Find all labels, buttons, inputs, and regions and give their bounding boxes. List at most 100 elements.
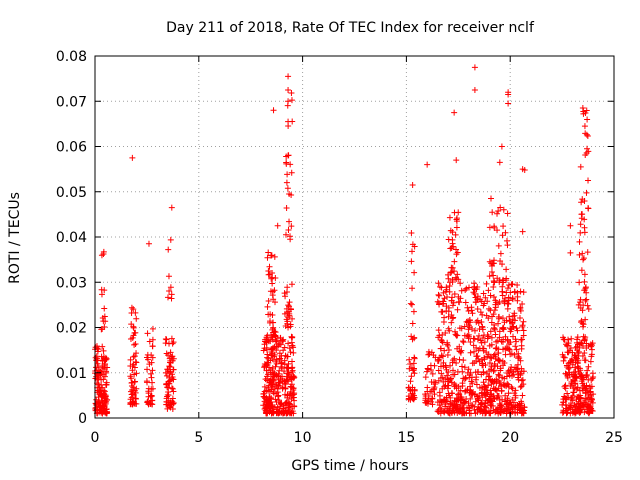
data-point <box>272 396 279 403</box>
data-point <box>101 305 108 312</box>
data-point <box>285 152 292 159</box>
data-point <box>503 266 510 273</box>
data-point <box>495 371 502 378</box>
data-point <box>512 343 519 350</box>
data-point <box>96 409 103 416</box>
data-point <box>486 367 493 374</box>
data-point <box>518 377 525 384</box>
data-point <box>564 390 571 397</box>
data-point <box>484 399 491 406</box>
data-point <box>288 223 295 230</box>
data-point <box>493 344 500 351</box>
data-point <box>167 236 174 243</box>
data-point <box>285 324 292 331</box>
data-point <box>442 330 449 337</box>
data-point <box>164 384 171 391</box>
data-point <box>580 255 587 262</box>
data-point <box>99 326 106 333</box>
data-point <box>451 109 458 116</box>
data-point <box>464 332 471 339</box>
data-point <box>487 292 494 299</box>
data-point <box>508 366 515 373</box>
data-point <box>521 167 528 174</box>
data-point <box>130 384 137 391</box>
data-point <box>578 340 585 347</box>
data-point <box>519 301 526 308</box>
data-point <box>513 346 520 353</box>
data-point <box>496 334 503 341</box>
data-point <box>435 327 442 334</box>
data-point <box>568 335 575 342</box>
data-point <box>164 393 171 400</box>
data-point <box>466 284 473 291</box>
data-point <box>519 322 526 329</box>
data-point <box>576 238 583 245</box>
data-point <box>504 210 511 217</box>
data-point <box>162 340 169 347</box>
data-point <box>492 331 499 338</box>
data-point <box>271 253 278 260</box>
data-point <box>267 357 274 364</box>
data-point <box>580 302 587 309</box>
data-point <box>475 332 482 339</box>
data-point <box>96 398 103 405</box>
data-point <box>464 304 471 311</box>
data-point <box>582 401 589 408</box>
data-point <box>482 408 489 415</box>
data-point <box>481 354 488 361</box>
data-point <box>461 399 468 406</box>
data-point <box>434 357 441 364</box>
data-point <box>277 403 284 410</box>
data-point <box>500 381 507 388</box>
data-point <box>409 336 416 343</box>
data-point <box>144 398 151 405</box>
data-point <box>408 301 415 308</box>
data-point <box>485 396 492 403</box>
data-point <box>580 256 587 263</box>
data-point <box>436 292 443 299</box>
data-point <box>267 369 274 376</box>
data-point <box>520 409 527 416</box>
data-point <box>443 364 450 371</box>
data-point <box>582 285 589 292</box>
data-point <box>276 380 283 387</box>
data-point <box>588 353 595 360</box>
data-point <box>488 355 495 362</box>
data-point <box>284 318 291 325</box>
data-point <box>439 374 446 381</box>
data-point <box>505 91 512 98</box>
data-point <box>510 371 517 378</box>
x-axis-label: GPS time / hours <box>291 458 408 474</box>
data-point <box>518 383 525 390</box>
data-point <box>270 370 277 377</box>
data-point <box>561 354 568 361</box>
data-point <box>561 383 568 390</box>
data-point <box>471 290 478 297</box>
data-point <box>589 399 596 406</box>
data-point <box>425 351 432 358</box>
data-point <box>99 357 106 364</box>
data-point <box>445 347 452 354</box>
data-point <box>473 381 480 388</box>
data-point <box>270 390 277 397</box>
data-point <box>272 363 279 370</box>
data-point <box>148 352 155 359</box>
data-point <box>470 335 477 342</box>
y-tick-label: 0.01 <box>56 366 87 382</box>
data-point <box>574 350 581 357</box>
data-point <box>448 264 455 271</box>
data-point <box>435 280 442 287</box>
data-point <box>283 160 290 167</box>
data-point <box>576 387 583 394</box>
data-point <box>582 334 589 341</box>
data-point <box>484 335 491 342</box>
data-point <box>408 248 415 255</box>
data-point <box>514 282 521 289</box>
data-point <box>474 293 481 300</box>
data-point <box>269 280 276 287</box>
data-point <box>438 352 445 359</box>
data-point <box>96 403 103 410</box>
data-point <box>129 154 136 161</box>
axis-ticks: 0 5 10 15 20 25 0 0.01 0.02 0.03 0.04 0.05 0.06 0.07 0… <box>56 49 623 446</box>
